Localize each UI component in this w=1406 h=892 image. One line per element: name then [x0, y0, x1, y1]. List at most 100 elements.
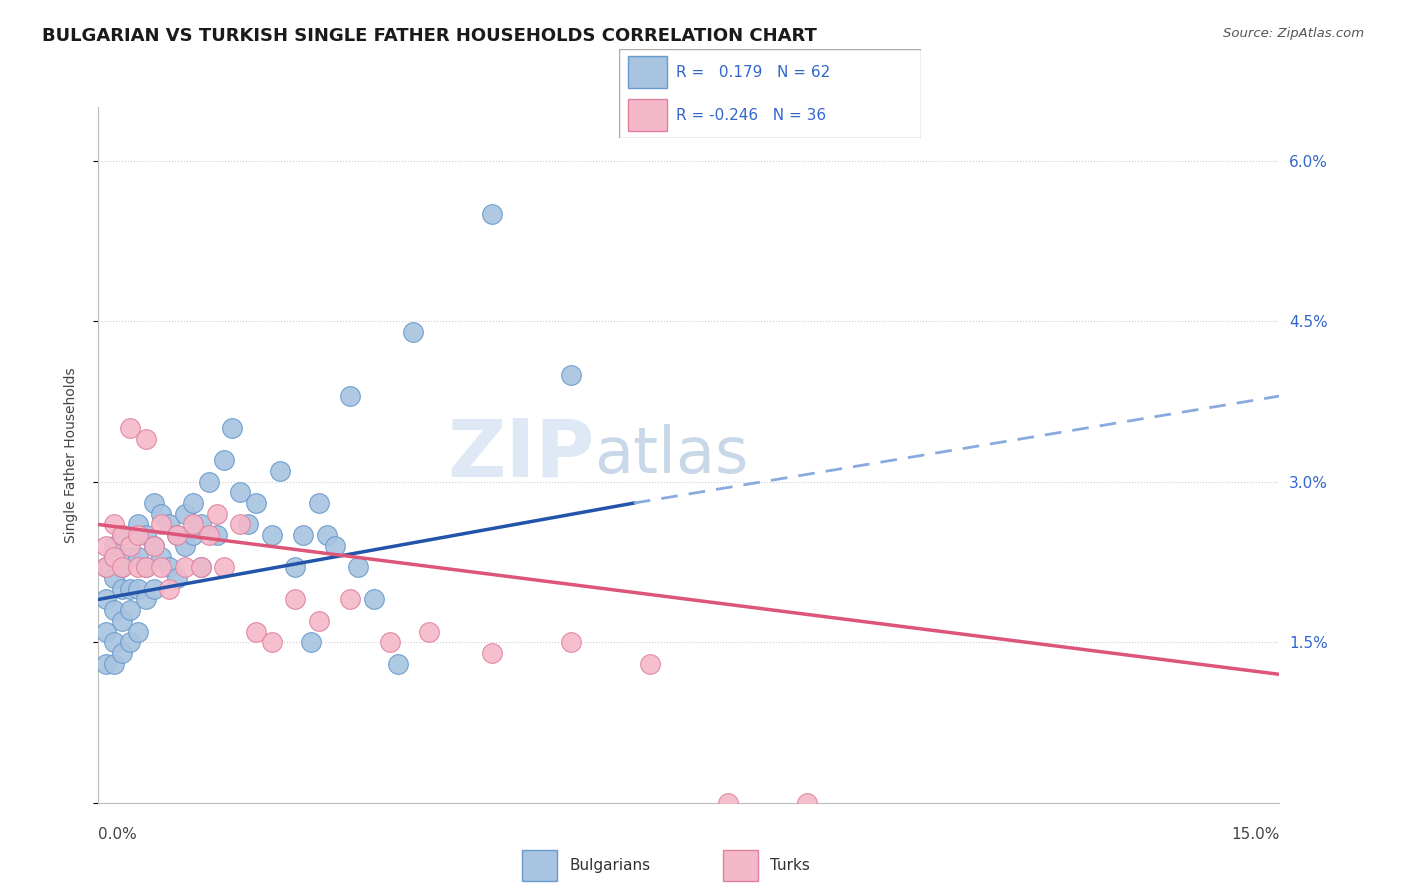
Point — [127, 528, 149, 542]
Text: atlas: atlas — [595, 424, 749, 486]
Point — [157, 560, 180, 574]
Point — [135, 592, 157, 607]
Point — [150, 549, 173, 564]
Point — [174, 539, 197, 553]
Point — [174, 507, 197, 521]
Point — [796, 796, 818, 810]
Point — [118, 582, 141, 596]
Point — [308, 614, 330, 628]
Point — [299, 635, 322, 649]
Point — [111, 582, 134, 596]
FancyBboxPatch shape — [627, 99, 666, 131]
Point — [103, 571, 125, 585]
Point — [150, 560, 173, 574]
Point — [166, 528, 188, 542]
Point — [284, 560, 307, 574]
Point — [135, 560, 157, 574]
Point — [111, 614, 134, 628]
Point — [135, 528, 157, 542]
Point — [174, 560, 197, 574]
Point — [127, 624, 149, 639]
Point — [214, 453, 236, 467]
Point — [103, 517, 125, 532]
Text: 0.0%: 0.0% — [98, 827, 138, 841]
Text: ZIP: ZIP — [447, 416, 595, 494]
Point — [347, 560, 370, 574]
Point — [481, 207, 503, 221]
Point — [96, 560, 118, 574]
Point — [418, 624, 440, 639]
Point — [127, 582, 149, 596]
Point — [197, 475, 219, 489]
Point — [190, 517, 212, 532]
Point — [229, 517, 252, 532]
Point — [269, 464, 291, 478]
Point — [378, 635, 401, 649]
Point — [103, 549, 125, 564]
Point — [339, 592, 361, 607]
Point — [142, 539, 165, 553]
Point — [118, 539, 141, 553]
Point — [103, 603, 125, 617]
Text: 15.0%: 15.0% — [1232, 827, 1279, 841]
Point — [142, 582, 165, 596]
Point — [560, 635, 582, 649]
Text: Turks: Turks — [770, 858, 810, 872]
Point — [118, 635, 141, 649]
Point — [339, 389, 361, 403]
Point — [402, 325, 425, 339]
Point — [236, 517, 259, 532]
Point — [96, 592, 118, 607]
Point — [205, 507, 228, 521]
Text: Source: ZipAtlas.com: Source: ZipAtlas.com — [1223, 27, 1364, 40]
Point — [118, 549, 141, 564]
Point — [363, 592, 385, 607]
Point — [717, 796, 740, 810]
Point — [157, 517, 180, 532]
Point — [315, 528, 337, 542]
Point — [284, 592, 307, 607]
Point — [127, 549, 149, 564]
Point — [96, 624, 118, 639]
Point — [221, 421, 243, 435]
Point — [142, 539, 165, 553]
Point — [166, 571, 188, 585]
Point — [229, 485, 252, 500]
Point — [111, 560, 134, 574]
Text: BULGARIAN VS TURKISH SINGLE FATHER HOUSEHOLDS CORRELATION CHART: BULGARIAN VS TURKISH SINGLE FATHER HOUSE… — [42, 27, 817, 45]
Point — [96, 539, 118, 553]
Point — [181, 528, 204, 542]
Point — [260, 635, 283, 649]
Point — [96, 560, 118, 574]
Point — [308, 496, 330, 510]
Point — [111, 646, 134, 660]
Point — [118, 603, 141, 617]
Point — [190, 560, 212, 574]
Point — [166, 528, 188, 542]
Point — [150, 507, 173, 521]
Text: Bulgarians: Bulgarians — [569, 858, 650, 872]
Point — [560, 368, 582, 382]
FancyBboxPatch shape — [723, 849, 758, 881]
Point — [111, 528, 134, 542]
Point — [197, 528, 219, 542]
Point — [127, 560, 149, 574]
Point — [142, 496, 165, 510]
Point — [103, 539, 125, 553]
Point — [150, 517, 173, 532]
FancyBboxPatch shape — [627, 56, 666, 88]
Point — [157, 582, 180, 596]
Point — [103, 657, 125, 671]
Point — [111, 528, 134, 542]
Point — [292, 528, 315, 542]
Point — [103, 635, 125, 649]
Point — [96, 657, 118, 671]
Point — [205, 528, 228, 542]
Point — [135, 432, 157, 446]
Point — [190, 560, 212, 574]
FancyBboxPatch shape — [619, 49, 921, 138]
Point — [214, 560, 236, 574]
Point — [481, 646, 503, 660]
Point — [387, 657, 409, 671]
FancyBboxPatch shape — [522, 849, 557, 881]
